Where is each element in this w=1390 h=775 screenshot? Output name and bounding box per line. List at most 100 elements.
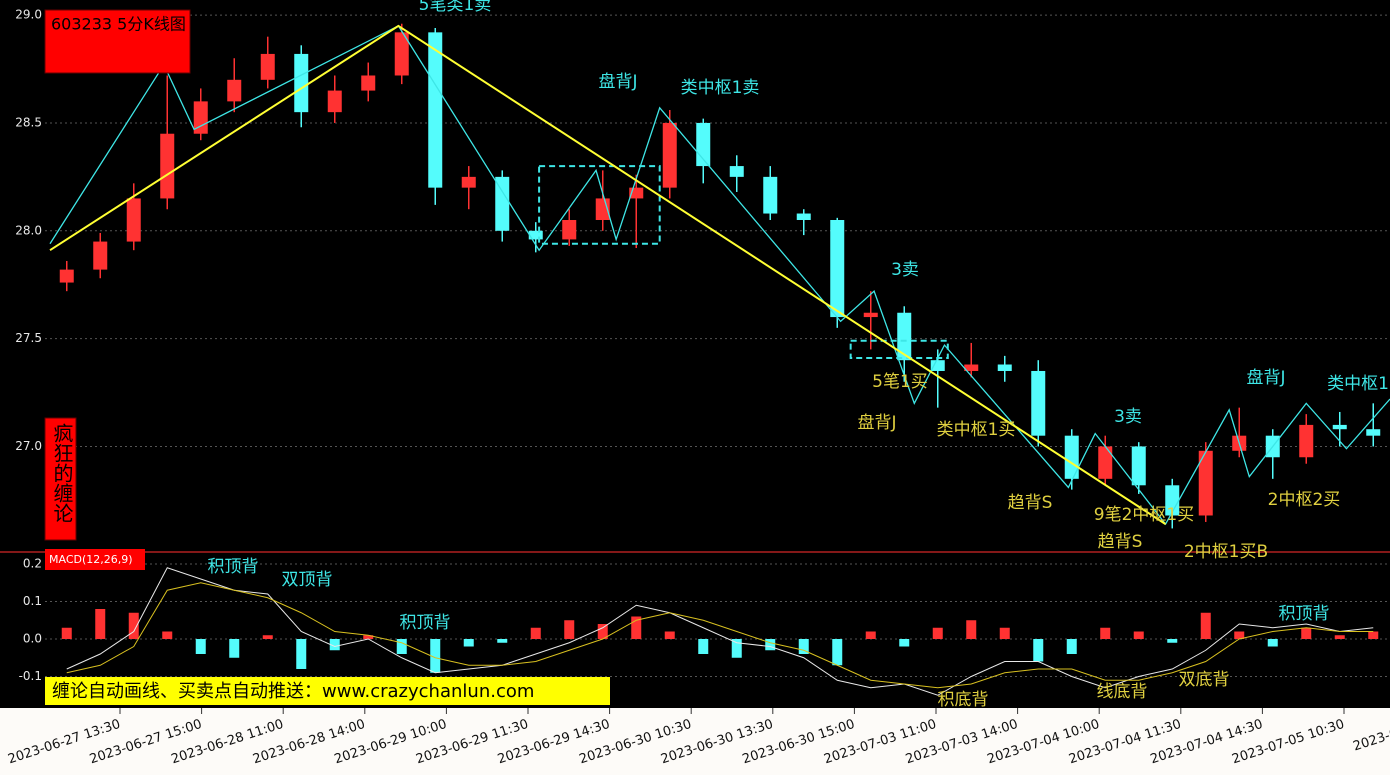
- candle-body: [629, 187, 644, 199]
- annotation: 积顶背: [1279, 604, 1330, 624]
- candle-body: [126, 198, 141, 242]
- candle-body: [763, 176, 778, 214]
- candle-body: [461, 176, 476, 188]
- macd-bar: [463, 639, 474, 647]
- macd-bar: [597, 624, 608, 639]
- candle-body: [428, 32, 443, 188]
- macd-bar: [631, 616, 642, 639]
- annotation: 盘背J: [598, 72, 637, 92]
- macd-bar: [530, 627, 541, 639]
- macd-bar: [664, 631, 675, 639]
- candle-body: [227, 79, 242, 102]
- annotation: 线底背: [1097, 682, 1148, 702]
- macd-bar: [1133, 631, 1144, 639]
- macd-bar: [698, 639, 709, 654]
- y-tick-label: 28.5: [15, 115, 42, 129]
- annotation: 双顶背: [282, 570, 333, 590]
- macd-bar: [262, 635, 273, 639]
- annotation: 3卖: [891, 260, 919, 280]
- macd-bar: [162, 631, 173, 639]
- x-tick-label: 2023-07-05: [1351, 717, 1390, 755]
- candle-body: [863, 312, 878, 318]
- annotation: 盘背J: [1246, 368, 1285, 388]
- macd-bar: [899, 639, 910, 647]
- segment-line: [49, 24, 1167, 525]
- y-tick-label: 27.5: [15, 331, 42, 345]
- candle-body: [930, 360, 945, 371]
- macd-bar: [832, 639, 843, 666]
- candle-body: [294, 53, 309, 113]
- macd-bar: [1200, 612, 1211, 639]
- macd-bar: [1100, 627, 1111, 639]
- side-label-box: [44, 417, 77, 541]
- annotation: 积顶背: [400, 613, 451, 633]
- annotation: 积底背: [938, 690, 989, 710]
- macd-bar: [765, 639, 776, 651]
- candle-body: [1332, 424, 1347, 430]
- candle-body: [59, 269, 74, 283]
- candle-body: [897, 312, 912, 361]
- macd-bar: [1234, 631, 1245, 639]
- macd-bar: [195, 639, 206, 654]
- candle-body: [327, 90, 342, 113]
- macd-bar: [1033, 639, 1044, 662]
- macd-bar: [95, 609, 106, 639]
- y-tick-label: 0.2: [23, 557, 42, 571]
- annotation: 2中枢1买B: [1184, 542, 1268, 562]
- macd-bar: [1066, 639, 1077, 654]
- macd-bar: [229, 639, 240, 658]
- candle-body: [1366, 429, 1381, 436]
- candle-body: [160, 133, 175, 199]
- y-tick-label: -0.1: [19, 669, 42, 683]
- macd-title-box: [45, 549, 145, 570]
- candle-body: [796, 213, 811, 220]
- candle-body: [562, 220, 577, 240]
- macd-bar: [798, 639, 809, 654]
- candle-body: [260, 53, 275, 80]
- side-label: 疯狂的缠论: [50, 423, 74, 523]
- candle-body: [997, 364, 1012, 371]
- candle-body: [93, 241, 108, 270]
- annotation: 2中枢2买: [1268, 490, 1341, 510]
- macd-line: [66, 582, 1374, 689]
- candle-body: [1064, 435, 1079, 479]
- annotation: 双底背: [1179, 670, 1230, 690]
- macd-bar: [1368, 631, 1379, 639]
- annotation: 类中枢1买: [937, 420, 1016, 440]
- y-tick-label: 28.0: [15, 223, 42, 237]
- candle-body: [394, 32, 409, 76]
- candle-body: [361, 75, 376, 91]
- macd-bar: [966, 620, 977, 639]
- macd-title: MACD(12,26,9): [49, 553, 133, 566]
- macd-bar: [932, 627, 943, 639]
- macd-bar: [1301, 627, 1312, 639]
- annotation: 类中枢1: [1327, 374, 1389, 394]
- macd-bar: [564, 620, 575, 639]
- pivot-box: [538, 165, 661, 245]
- macd-bar: [999, 627, 1010, 639]
- y-tick-label: 29.0: [15, 8, 42, 22]
- overlay: 603233 5分K线图 疯狂的缠论 MACD(12,26,9) 缠论自动画线、…: [44, 9, 610, 705]
- annotation: 积顶背: [208, 557, 259, 577]
- macd-bar: [363, 635, 374, 639]
- macd-line: [66, 567, 1374, 696]
- macd-bar: [1167, 639, 1178, 643]
- annotation: 5笔类1卖: [419, 0, 492, 15]
- annotation: 趋背S: [1008, 493, 1053, 513]
- annotation: 3卖: [1114, 407, 1142, 427]
- candle-body: [1198, 450, 1213, 516]
- annotation: 9笔2中枢1买: [1094, 505, 1194, 525]
- candle-body: [830, 220, 845, 318]
- candle-body: [662, 122, 677, 188]
- candle-body: [1299, 424, 1314, 458]
- macd-bar: [430, 639, 441, 673]
- macd-bar: [865, 631, 876, 639]
- annotation: 趋背S: [1098, 532, 1143, 552]
- macd-bar: [396, 639, 407, 654]
- macd-bar: [128, 612, 139, 639]
- macd-bar: [61, 627, 72, 639]
- annotation: 盘背J: [857, 413, 896, 433]
- candle-body: [1098, 446, 1113, 479]
- y-tick-label: 27.0: [15, 439, 42, 453]
